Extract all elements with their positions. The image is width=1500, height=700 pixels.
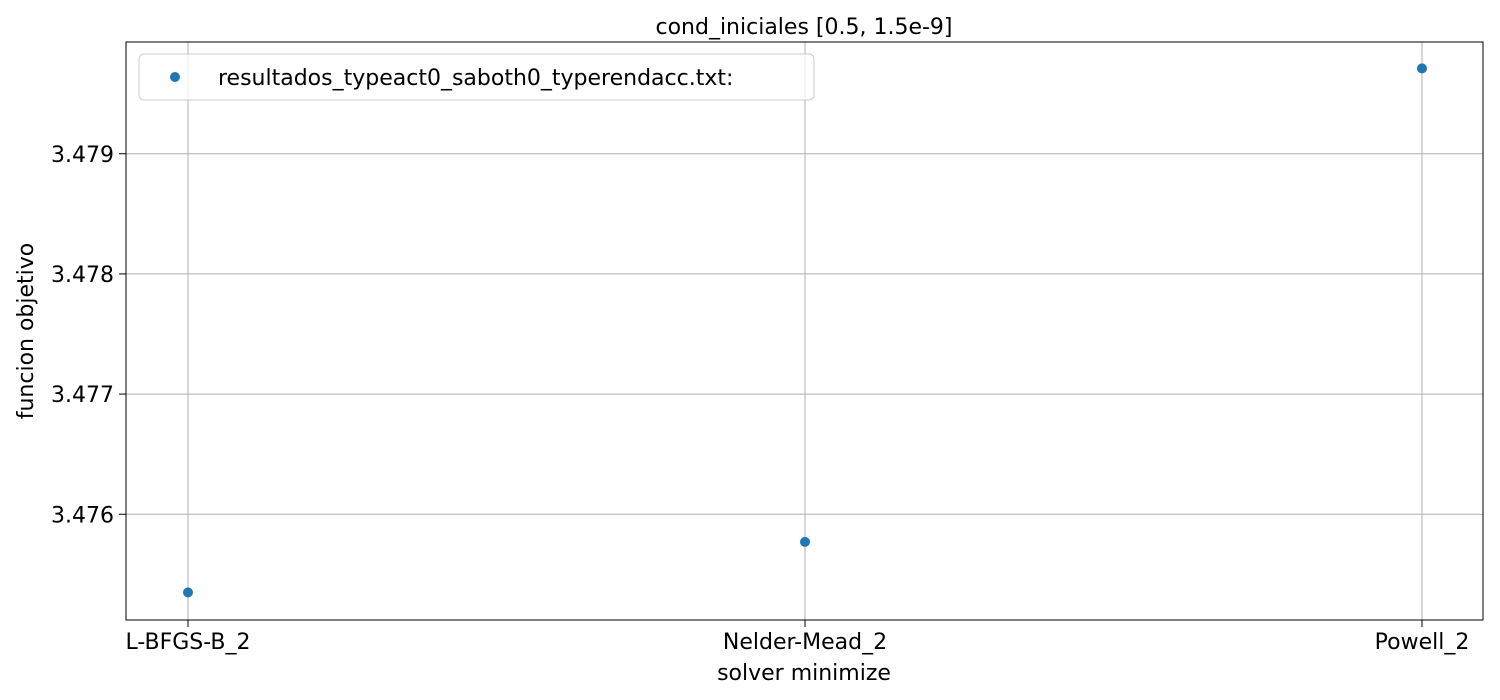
data-point [183,587,193,598]
axis-ticks: L-BFGS-B_2 Nelder-Mead_2 Powell_2 3.476 3.47… [51,143,1469,655]
y-tick-label: 3.477 [51,383,114,408]
grid-lines [126,42,1483,620]
x-tick-label: Powell_2 [1375,630,1470,655]
legend-marker [170,72,180,82]
y-axis-label: funcion objetivo [14,243,39,420]
y-tick-label: 3.479 [51,143,114,168]
legend-box [138,53,815,101]
legend: resultados_typeact0_saboth0_typerendacc.… [138,53,815,101]
legend-entry: resultados_typeact0_saboth0_typerendacc.… [218,66,733,91]
data-points [183,63,1427,598]
x-axis-label: solver minimize [717,661,891,686]
y-tick-label: 3.476 [51,503,114,528]
data-point [1417,63,1427,74]
y-tick-label: 3.478 [51,263,114,288]
data-point [800,536,810,547]
x-tick-label: L-BFGS-B_2 [125,630,250,655]
chart-title: cond_iniciales [0.5, 1.5e-9] [655,15,952,40]
x-tick-label: Nelder-Mead_2 [723,630,887,655]
